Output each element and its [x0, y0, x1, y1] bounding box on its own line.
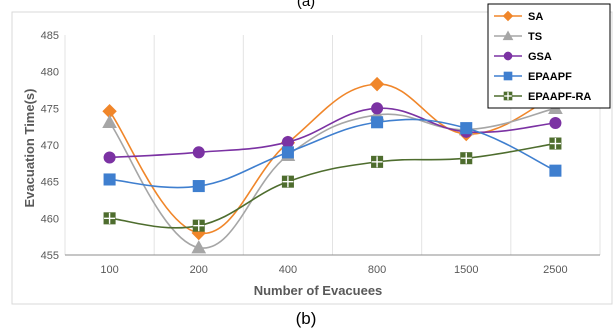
- series-epaapf-ra: [103, 137, 562, 232]
- legend-item-epaapf: EPAAPF: [494, 71, 572, 83]
- y-axis-label: Evacuation Time(s): [22, 89, 37, 208]
- top-caption: (a): [297, 0, 315, 10]
- y-tick-label: 470: [41, 140, 59, 152]
- x-tick-label: 1500: [454, 264, 478, 276]
- series-line-epaapf-ra: [109, 142, 556, 229]
- x-tick-labels: 100 200 400 800 1500 2500: [100, 264, 567, 276]
- legend-label: EPAAPF-RA: [528, 91, 591, 103]
- data-point-epaapf: [192, 180, 205, 193]
- legend: SA TS GSA EPAAPF EPAAPF-RA: [487, 3, 611, 109]
- data-point-epaapf-ra: [549, 137, 562, 150]
- data-point-epaapf-ra: [103, 212, 116, 225]
- legend-item-ts: TS: [494, 30, 542, 43]
- x-axis-label: Number of Evacuees: [254, 283, 383, 298]
- data-point-epaapf-ra: [192, 219, 205, 232]
- series-line-epaapf: [109, 118, 556, 189]
- data-point-gsa: [371, 102, 384, 115]
- figure-caption: (b): [296, 309, 317, 328]
- series-epaapf: [103, 116, 562, 193]
- series-layer: [102, 76, 563, 254]
- x-tick-label: 400: [279, 264, 297, 276]
- data-point-ts: [191, 240, 207, 254]
- data-point-epaapf: [460, 122, 473, 135]
- legend-item-sa: SA: [494, 10, 543, 23]
- data-point-epaapf-ra: [371, 155, 384, 168]
- data-point-epaapf-ra: [460, 152, 473, 165]
- data-point-ts: [102, 114, 117, 128]
- data-point-epaapf: [103, 173, 116, 186]
- data-point-epaapf: [549, 164, 562, 177]
- legend-marker: [503, 91, 513, 101]
- data-point-gsa: [192, 146, 205, 159]
- legend-marker: [502, 30, 514, 41]
- y-tick-label: 480: [41, 67, 59, 79]
- x-tick-label: 2500: [543, 264, 567, 276]
- legend-marker: [502, 10, 514, 22]
- y-tick-label: 465: [41, 177, 59, 189]
- y-tick-label: 460: [41, 213, 59, 225]
- legend-marker: [503, 71, 513, 81]
- legend-item-epaapf-ra: EPAAPF-RA: [494, 91, 591, 103]
- y-tick-label: 485: [41, 30, 59, 42]
- series-line-gsa: [109, 107, 556, 159]
- legend-label: TS: [528, 31, 542, 43]
- data-point-gsa: [103, 151, 116, 164]
- legend-label: GSA: [528, 51, 552, 63]
- data-point-epaapf-ra: [281, 175, 294, 188]
- data-point-gsa: [281, 136, 294, 149]
- x-tick-label: 200: [190, 264, 208, 276]
- legend-item-gsa: GSA: [494, 51, 552, 63]
- data-point-sa: [369, 76, 385, 92]
- grid-lines: [64, 35, 601, 255]
- data-point-gsa: [549, 116, 562, 130]
- y-tick-label: 475: [41, 103, 59, 115]
- legend-label: EPAAPF: [528, 71, 572, 83]
- x-tick-label: 100: [100, 264, 118, 276]
- y-tick-label: 455: [41, 250, 59, 262]
- legend-marker: [503, 51, 513, 61]
- legend-label: SA: [528, 11, 543, 23]
- data-point-epaapf: [281, 146, 294, 159]
- y-tick-labels: 455 460 465 470 475 480 485: [41, 30, 59, 262]
- data-point-epaapf: [371, 116, 384, 129]
- x-tick-label: 800: [368, 264, 386, 276]
